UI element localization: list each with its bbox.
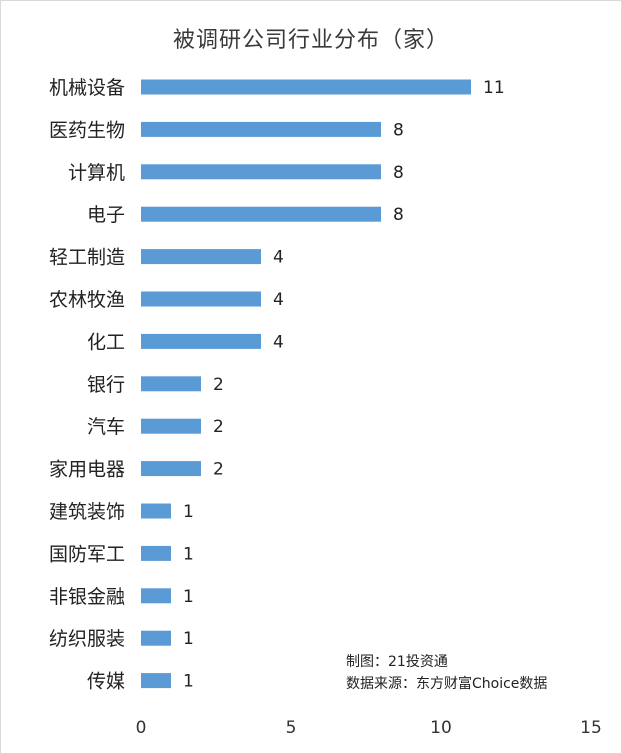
bar xyxy=(141,79,471,95)
data-label: 11 xyxy=(483,78,505,98)
data-label: 8 xyxy=(393,163,404,183)
category-label: 家用电器 xyxy=(49,459,125,481)
bar xyxy=(141,503,171,519)
category-label: 计算机 xyxy=(68,162,125,184)
category-label: 农林牧渔 xyxy=(49,289,125,311)
bar xyxy=(141,206,381,222)
chart-source-note: 数据来源：东方财富Choice数据 xyxy=(346,676,548,692)
category-label: 轻工制造 xyxy=(49,247,125,269)
bar xyxy=(141,376,201,392)
bar xyxy=(141,588,171,604)
data-label: 1 xyxy=(183,587,194,607)
x-tick-label: 5 xyxy=(286,718,297,738)
data-label: 4 xyxy=(273,248,284,268)
category-label: 汽车 xyxy=(87,416,125,438)
data-label: 1 xyxy=(183,672,194,692)
category-label: 纺织服装 xyxy=(49,628,125,650)
bar xyxy=(141,418,201,434)
data-label: 1 xyxy=(183,544,194,564)
data-label: 8 xyxy=(393,120,404,140)
data-label: 4 xyxy=(273,290,284,310)
bar xyxy=(141,333,261,349)
bar xyxy=(141,164,381,180)
category-label: 国防军工 xyxy=(49,543,125,565)
data-label: 1 xyxy=(183,502,194,522)
category-label: 电子 xyxy=(87,204,125,226)
chart-maker-note: 制图：21投资通 xyxy=(346,654,448,670)
data-label: 8 xyxy=(393,205,404,225)
bar xyxy=(141,249,261,265)
category-label: 机械设备 xyxy=(49,77,125,99)
x-tick-label: 10 xyxy=(430,718,452,738)
x-tick-label: 0 xyxy=(136,718,147,738)
category-label: 化工 xyxy=(87,331,125,353)
category-label: 医药生物 xyxy=(49,119,125,141)
data-label: 4 xyxy=(273,332,284,352)
bar xyxy=(141,461,201,477)
category-label: 建筑装饰 xyxy=(49,501,125,523)
category-label: 非银金融 xyxy=(49,586,125,608)
x-tick-label: 15 xyxy=(580,718,602,738)
data-label: 2 xyxy=(213,460,224,480)
category-label: 银行 xyxy=(87,374,125,396)
chart-title: 被调研公司行业分布（家） xyxy=(172,28,449,53)
bar xyxy=(141,630,171,646)
bar xyxy=(141,291,261,307)
data-label: 2 xyxy=(213,375,224,395)
bar xyxy=(141,121,381,137)
data-label: 2 xyxy=(213,417,224,437)
data-label: 1 xyxy=(183,629,194,649)
bar xyxy=(141,545,171,561)
bar xyxy=(141,673,171,689)
category-label: 传媒 xyxy=(87,671,125,693)
